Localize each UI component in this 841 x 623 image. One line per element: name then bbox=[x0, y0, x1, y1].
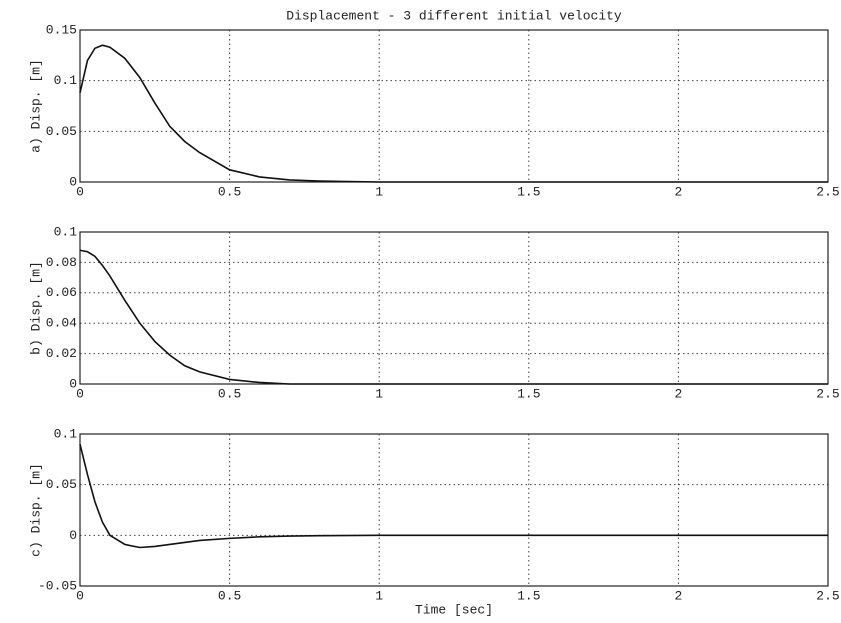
x-tick-label: 2 bbox=[674, 588, 682, 603]
x-tick-label: 1 bbox=[375, 386, 383, 401]
y-tick-label: 0.04 bbox=[46, 316, 77, 331]
x-tick-label: 0 bbox=[76, 184, 84, 199]
plot-frame bbox=[79, 433, 829, 587]
data-line bbox=[79, 44, 828, 183]
x-tick-label: 1 bbox=[375, 588, 383, 603]
y-tick-label: 0.08 bbox=[46, 255, 77, 270]
data-line bbox=[79, 249, 828, 385]
x-axis-label: Time [sec] bbox=[415, 602, 493, 617]
y-tick-label: 0.06 bbox=[46, 285, 77, 300]
y-tick-label: 0.05 bbox=[46, 124, 77, 139]
x-tick-label: 2.5 bbox=[816, 184, 839, 199]
x-tick-label: 0.5 bbox=[218, 184, 241, 199]
x-tick-label: 1.5 bbox=[517, 386, 540, 401]
y-tick-label: 0.1 bbox=[54, 426, 78, 441]
y-tick-label: 0.1 bbox=[54, 73, 78, 88]
y-tick-label: 0.05 bbox=[46, 477, 77, 492]
y-axis-label: c) Disp. [m] bbox=[28, 463, 43, 557]
x-tick-label: 1.5 bbox=[517, 588, 540, 603]
x-tick-label: 0 bbox=[76, 386, 84, 401]
y-tick-label: 0 bbox=[69, 376, 77, 391]
x-tick-label: 0.5 bbox=[218, 386, 241, 401]
y-tick-label: 0 bbox=[69, 528, 77, 543]
x-tick-label: 2.5 bbox=[816, 386, 839, 401]
plot-frame bbox=[79, 29, 829, 183]
plot-frame bbox=[79, 231, 829, 385]
data-line bbox=[79, 443, 828, 549]
y-tick-label: 0.02 bbox=[46, 346, 77, 361]
x-tick-label: 0.5 bbox=[218, 588, 241, 603]
y-tick-label: -0.05 bbox=[38, 578, 77, 593]
chart-title: Displacement - 3 different initial veloc… bbox=[286, 8, 622, 23]
x-tick-label: 0 bbox=[76, 588, 84, 603]
y-axis-label: a) Disp. [m] bbox=[28, 59, 43, 153]
y-tick-label: 0.1 bbox=[54, 224, 78, 239]
y-axis-label: b) Disp. [m] bbox=[28, 261, 43, 355]
x-tick-label: 2 bbox=[674, 184, 682, 199]
y-tick-label: 0 bbox=[69, 174, 77, 189]
x-tick-label: 2.5 bbox=[816, 588, 839, 603]
x-tick-label: 1 bbox=[375, 184, 383, 199]
x-tick-label: 1.5 bbox=[517, 184, 540, 199]
y-tick-label: 0.15 bbox=[46, 22, 77, 37]
x-tick-label: 2 bbox=[674, 386, 682, 401]
